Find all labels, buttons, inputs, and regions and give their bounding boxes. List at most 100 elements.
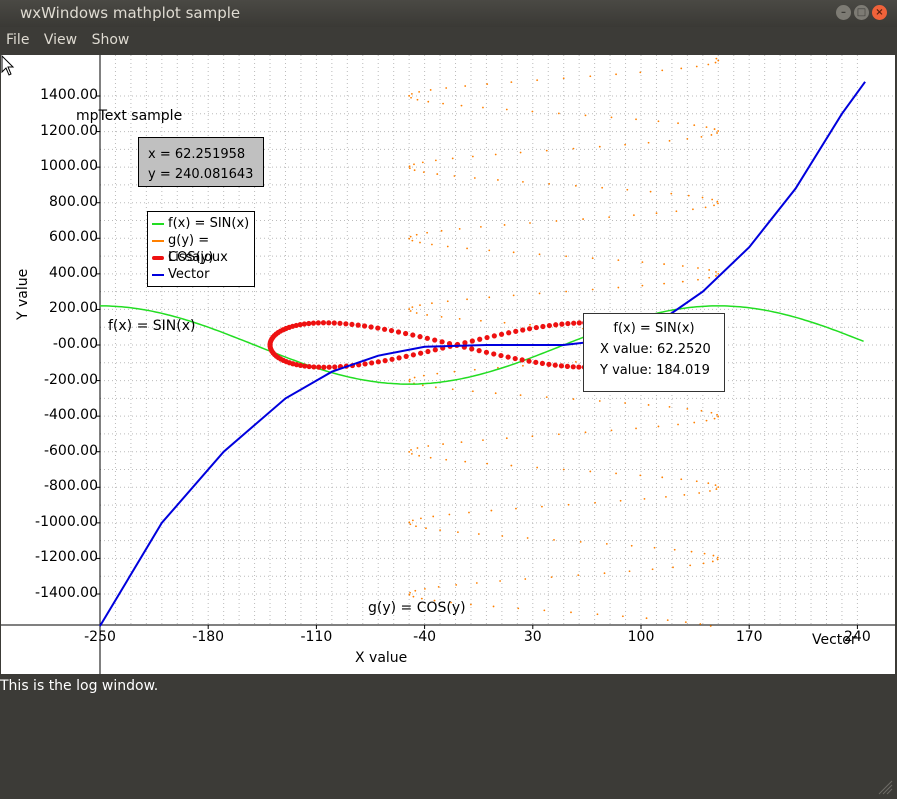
lissajoux-point [506, 330, 512, 336]
cos-point [715, 488, 718, 490]
coord-y: y = 240.081643 [148, 167, 254, 182]
cos-point [680, 67, 683, 70]
cos-point [700, 136, 703, 138]
lissajoux-point [520, 327, 526, 333]
cos-point [712, 554, 715, 557]
lissajoux-point [306, 363, 312, 370]
resize-grip-icon[interactable] [875, 777, 893, 795]
close-icon[interactable]: × [872, 5, 887, 20]
cos-point [482, 106, 484, 109]
cos-point [415, 525, 417, 528]
cos-point [545, 396, 548, 399]
cos-point [434, 159, 437, 162]
lissajoux-point [519, 357, 525, 363]
cos-point [657, 120, 660, 123]
cos-point [490, 509, 493, 512]
lissajoux-point [576, 364, 582, 370]
legend[interactable]: f(x) = SIN(x) g(y) = COS(y) Lissajoux Ve… [147, 211, 255, 287]
cos-point [531, 110, 534, 113]
cos-point [584, 114, 587, 117]
plot-area[interactable]: Y value X value mpText sample f(x) = SIN… [1, 55, 895, 674]
lissajoux-point [425, 348, 431, 355]
cos-point [619, 499, 622, 502]
lissajoux-point [477, 336, 483, 342]
cos-point [641, 261, 644, 264]
cos-point [425, 527, 427, 530]
cos-point [494, 153, 497, 156]
cos-point [411, 519, 414, 522]
lissajoux-point [410, 332, 416, 338]
cos-point [512, 251, 515, 254]
cos-point [418, 454, 421, 457]
cos-point [419, 241, 421, 244]
lissajoux-point [369, 360, 375, 366]
menu-view[interactable]: View [43, 32, 78, 48]
maximize-icon[interactable]: □ [854, 5, 869, 20]
cos-point [565, 290, 568, 293]
cos-point [617, 259, 620, 262]
lissajoux-point [410, 352, 416, 358]
title-bar: wxWindows mathplot sample – □ × [0, 0, 897, 27]
cos-point [596, 613, 599, 616]
cos-point [710, 411, 713, 414]
lissajoux-point [315, 320, 321, 326]
cos-point [488, 249, 491, 252]
cos-point [628, 570, 631, 573]
cos-point [717, 272, 720, 275]
vector-series-line [99, 81, 866, 627]
y-tick-label: 1200.00 [40, 122, 98, 139]
cos-point [543, 609, 546, 612]
cos-point [567, 503, 570, 506]
cos-point [579, 540, 582, 543]
lissajoux-point [403, 330, 409, 337]
cos-point [408, 308, 411, 310]
tooltip-y: Y value: 184.019 [600, 363, 710, 378]
cos-point [436, 173, 439, 175]
cos-point [457, 531, 459, 534]
lissajoux-point [381, 326, 388, 332]
lissajoux-point [293, 322, 299, 329]
lissajoux-point [321, 364, 327, 370]
lissajoux-point [462, 340, 468, 346]
lissajoux-point [375, 325, 381, 331]
menu-show[interactable]: Show [91, 32, 130, 48]
mouse-pointer-icon [1, 55, 15, 76]
cos-point [605, 542, 608, 545]
cos-point [601, 186, 604, 189]
cos-point [524, 578, 527, 580]
cos-point [617, 286, 620, 289]
coordinates-infobox[interactable]: x = 62.251958 y = 240.081643 [138, 137, 264, 187]
cos-point [695, 480, 698, 483]
cos-point [434, 386, 437, 389]
legend-swatch-vector [152, 274, 164, 276]
lissajoux-point [355, 322, 361, 328]
cos-point [408, 167, 411, 170]
cos-point [709, 490, 711, 492]
cos-point [626, 188, 629, 191]
log-window[interactable]: This is the log window. [0, 675, 897, 799]
cos-point [716, 413, 718, 416]
cos-point [505, 108, 508, 111]
legend-label: f(x) = SIN(x) [168, 216, 250, 231]
cos-point [553, 539, 555, 541]
cos-point [431, 243, 433, 246]
cos-point [643, 497, 646, 500]
cos-point [529, 222, 531, 224]
lissajoux-point [576, 320, 582, 326]
cos-point [699, 623, 702, 625]
menu-file[interactable]: File [6, 32, 30, 48]
cos-point [624, 143, 627, 146]
lissajoux-point [558, 363, 565, 369]
cos-point [422, 374, 425, 377]
cos-point [661, 69, 664, 72]
cos-point [538, 253, 541, 256]
cos-point [429, 89, 432, 91]
log-text: This is the log window. [0, 678, 159, 694]
coord-x: x = 62.251958 [148, 147, 246, 162]
minimize-icon[interactable]: – [836, 5, 851, 20]
lissajoux-point [362, 361, 368, 367]
cos-point [497, 179, 499, 181]
legend-label: Vector [168, 267, 210, 282]
cos-point [503, 321, 506, 324]
lissajoux-point [552, 362, 558, 368]
